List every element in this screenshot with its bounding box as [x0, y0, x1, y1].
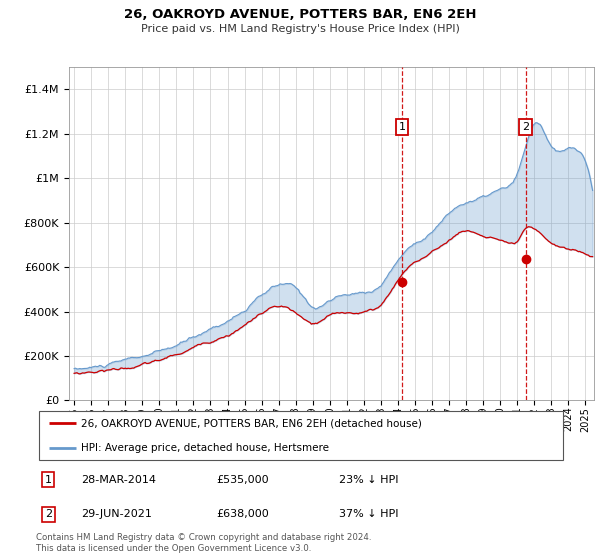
- Text: £638,000: £638,000: [217, 510, 269, 519]
- FancyBboxPatch shape: [38, 411, 563, 460]
- Text: 26, OAKROYD AVENUE, POTTERS BAR, EN6 2EH: 26, OAKROYD AVENUE, POTTERS BAR, EN6 2EH: [124, 8, 476, 21]
- Text: 28-MAR-2014: 28-MAR-2014: [81, 475, 156, 484]
- Text: Price paid vs. HM Land Registry's House Price Index (HPI): Price paid vs. HM Land Registry's House …: [140, 24, 460, 34]
- Text: Contains HM Land Registry data © Crown copyright and database right 2024.
This d: Contains HM Land Registry data © Crown c…: [36, 533, 371, 553]
- Text: 2: 2: [44, 510, 52, 519]
- Text: 26, OAKROYD AVENUE, POTTERS BAR, EN6 2EH (detached house): 26, OAKROYD AVENUE, POTTERS BAR, EN6 2EH…: [81, 418, 422, 428]
- Text: 2: 2: [522, 122, 529, 132]
- Text: 1: 1: [398, 122, 406, 132]
- Text: HPI: Average price, detached house, Hertsmere: HPI: Average price, detached house, Hert…: [81, 442, 329, 452]
- Text: 37% ↓ HPI: 37% ↓ HPI: [338, 510, 398, 519]
- Text: 1: 1: [45, 475, 52, 484]
- Text: 29-JUN-2021: 29-JUN-2021: [81, 510, 152, 519]
- Text: 23% ↓ HPI: 23% ↓ HPI: [338, 475, 398, 484]
- Text: £535,000: £535,000: [217, 475, 269, 484]
